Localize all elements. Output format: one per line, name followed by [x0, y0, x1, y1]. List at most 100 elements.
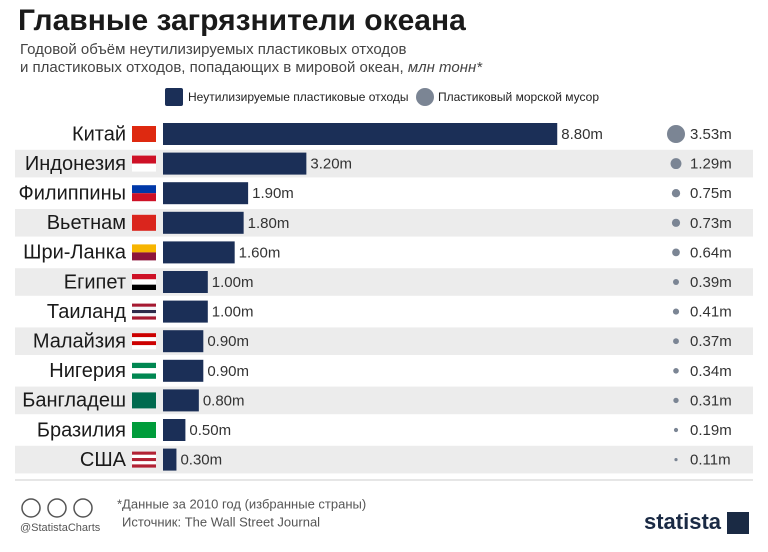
flag	[132, 185, 156, 194]
bubble	[673, 338, 679, 345]
data-label: 1.00m	[212, 274, 254, 291]
flag	[132, 454, 156, 458]
legend-swatch	[416, 88, 434, 106]
category-label: Таиланд	[47, 301, 126, 323]
unit: млн тонн*	[408, 59, 483, 76]
flag	[132, 252, 156, 261]
flag	[132, 163, 156, 172]
flag	[132, 368, 156, 374]
bubble	[673, 427, 679, 433]
bar	[163, 182, 249, 205]
data-label: 0.41m	[690, 304, 732, 321]
category-label: Китай	[72, 123, 126, 145]
bubble	[666, 124, 686, 144]
flag	[132, 303, 156, 307]
flag	[132, 341, 156, 346]
legend-label: Неутилизируемые пластиковые отходы	[188, 90, 409, 104]
bubble	[670, 158, 682, 170]
flag	[132, 214, 156, 231]
brand: statista	[644, 509, 722, 534]
category-label: Египет	[64, 271, 126, 293]
bar	[163, 419, 186, 441]
bar	[163, 123, 558, 145]
flag	[132, 362, 156, 369]
data-label: 0.34m	[690, 363, 732, 380]
data-label: 0.39m	[690, 274, 732, 291]
category-label: Бангладеш	[22, 390, 126, 412]
category-label: США	[80, 449, 127, 471]
bubble	[673, 368, 679, 374]
data-label: 0.11m	[690, 452, 731, 469]
bubble	[673, 279, 679, 285]
legend-swatch	[165, 88, 183, 106]
category-label: Малайзия	[33, 330, 126, 352]
bar	[163, 448, 177, 471]
data-label: 0.19m	[690, 422, 732, 439]
bubble	[672, 308, 680, 315]
data-label: 0.73m	[690, 215, 732, 232]
category-label: Вьетнам	[47, 212, 126, 234]
source: Источник: The Wall Street Journal	[122, 514, 320, 529]
flag	[132, 422, 156, 438]
data-label: 1.60m	[239, 244, 281, 261]
license-icons	[21, 498, 93, 518]
flag	[132, 451, 156, 455]
bubble	[671, 189, 681, 198]
data-label: 1.29m	[690, 156, 732, 173]
flag	[132, 274, 156, 280]
flag	[132, 345, 156, 350]
bubble	[674, 458, 678, 462]
bubble	[672, 248, 680, 257]
flag	[132, 155, 156, 164]
data-label: 0.30m	[180, 452, 222, 469]
bar	[163, 271, 208, 293]
flag	[132, 464, 156, 468]
bar	[163, 330, 204, 353]
flag	[132, 392, 156, 409]
data-label: 1.80m	[248, 215, 290, 232]
flag	[132, 306, 156, 310]
credit: @StatistaCharts	[20, 522, 101, 534]
data-label: 0.50m	[189, 422, 231, 439]
icon	[73, 498, 93, 518]
bar	[163, 359, 204, 382]
flag	[132, 284, 156, 290]
flag	[132, 458, 156, 462]
flag	[132, 244, 156, 253]
flag	[132, 310, 156, 314]
bar	[163, 300, 208, 323]
data-label: 0.64m	[690, 244, 732, 261]
data-label: 0.75m	[690, 185, 732, 202]
data-label: 0.90m	[207, 363, 249, 380]
data-label: 8.80m	[561, 126, 603, 143]
flag	[132, 316, 156, 320]
category-label: Индонезия	[25, 153, 126, 175]
icon	[21, 498, 41, 518]
data-label: 1.90m	[252, 185, 294, 202]
flag	[132, 313, 156, 317]
chart-title: Главные загрязнители океана	[18, 4, 466, 37]
data-label: 3.20m	[310, 156, 352, 173]
flag	[132, 373, 156, 379]
bubble	[673, 397, 679, 404]
brand-icon	[727, 512, 749, 534]
legend-label: Пластиковый морской мусор	[438, 90, 599, 104]
bubble	[671, 218, 681, 227]
category-label: Филиппины	[19, 182, 126, 204]
subtitle: и пластиковых отходов, попадающих в миро…	[20, 59, 483, 76]
flag	[132, 193, 156, 202]
data-label: 0.37m	[690, 333, 732, 350]
flag	[132, 333, 156, 338]
flag	[132, 279, 156, 285]
data-label: 0.80m	[203, 392, 245, 409]
data-label: 0.31m	[690, 392, 732, 409]
category-label: Бразилия	[37, 419, 126, 441]
icon	[47, 498, 67, 518]
data-label: 3.53m	[690, 126, 732, 143]
flag	[132, 126, 156, 142]
category-label: Нигерия	[49, 360, 126, 382]
plot: Китай 8.80m 3.53m Индонезия 3.20m 1.29m Филипп…	[15, 123, 753, 474]
bar	[163, 241, 235, 264]
flag	[132, 337, 156, 342]
